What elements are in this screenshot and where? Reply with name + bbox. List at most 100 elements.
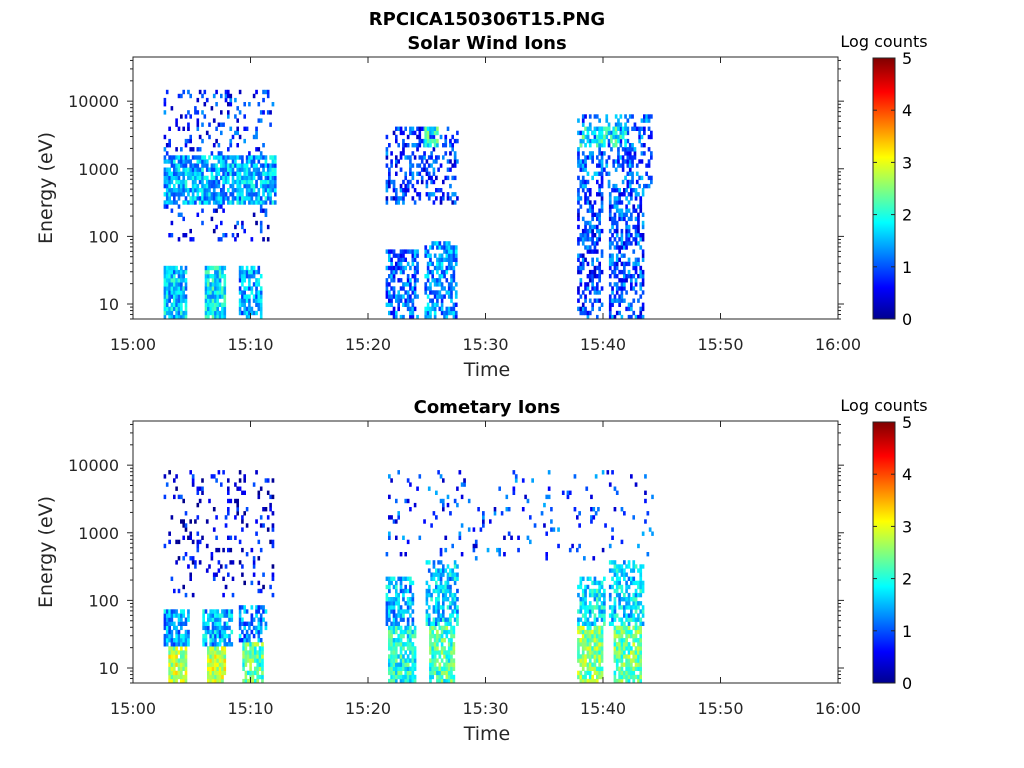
heatmap-cell: [623, 560, 626, 565]
heatmap-cell: [209, 282, 212, 287]
heatmap-cell: [243, 490, 246, 495]
heatmap-cell: [187, 122, 190, 127]
heatmap-cell: [433, 290, 437, 295]
heatmap-cell: [221, 674, 224, 680]
heatmap-cell: [184, 670, 188, 676]
heatmap-cell: [625, 572, 628, 577]
heatmap-cell: [628, 147, 632, 152]
heatmap-cell: [641, 237, 645, 242]
heatmap-cell: [406, 670, 410, 676]
heatmap-cell: [170, 220, 174, 226]
heatmap-cell: [175, 122, 178, 127]
heatmap-cell: [209, 265, 212, 271]
heatmap-cell: [191, 147, 195, 152]
heatmap-cell: [392, 658, 396, 663]
heatmap-cell: [424, 282, 428, 287]
heatmap-cell: [647, 163, 651, 168]
heatmap-cell: [243, 302, 246, 307]
heatmap-cell: [238, 486, 242, 491]
heatmap-cell: [230, 617, 234, 622]
heatmap-cell: [187, 629, 190, 635]
heatmap-cell: [404, 678, 407, 684]
heatmap-cell: [641, 257, 645, 262]
heatmap-cell: [238, 617, 242, 622]
heatmap-cell: [189, 159, 192, 164]
heatmap-cell: [264, 163, 268, 168]
heatmap-cell: [581, 588, 585, 594]
heatmap-cell: [402, 147, 405, 152]
heatmap-cell: [251, 646, 255, 651]
heatmap-cell: [165, 183, 169, 189]
heatmap-cell: [413, 155, 417, 160]
heatmap-cell: [385, 584, 389, 590]
heatmap-cell: [437, 470, 440, 475]
heatmap-cell: [214, 625, 217, 631]
heatmap-cell: [209, 646, 212, 651]
heatmap-cell: [431, 290, 434, 295]
heatmap-cell: [257, 200, 261, 205]
heatmap-cell: [650, 114, 653, 119]
heatmap-cell: [628, 114, 632, 119]
heatmap-cell: [409, 507, 412, 512]
heatmap-cell: [255, 183, 258, 189]
heatmap-cell: [399, 253, 403, 258]
y-axis-label: Energy (eV): [35, 496, 57, 608]
heatmap-cell: [600, 175, 604, 181]
heatmap-cell: [220, 159, 223, 164]
heatmap-cell: [639, 601, 643, 606]
heatmap-cell: [588, 609, 592, 614]
heatmap-cell: [445, 666, 449, 671]
heatmap-cell: [440, 274, 444, 279]
heatmap-cell: [416, 134, 419, 140]
heatmap-cell: [168, 155, 171, 160]
heatmap-cell: [227, 171, 230, 176]
heatmap-cell: [266, 188, 270, 193]
heatmap-cell: [243, 580, 246, 586]
colorbar-tick-label: 5: [902, 413, 912, 432]
heatmap-cell: [426, 302, 430, 307]
heatmap-cell: [406, 298, 410, 303]
heatmap-cell: [413, 666, 417, 671]
heatmap-cell: [175, 265, 178, 271]
heatmap-cell: [187, 200, 190, 205]
heatmap-cell: [623, 278, 626, 283]
heatmap-cell: [596, 678, 599, 684]
heatmap-cell: [243, 310, 246, 316]
y-tick-label: 1000: [78, 160, 119, 179]
heatmap-cell: [165, 482, 169, 487]
heatmap-cell: [202, 621, 205, 626]
heatmap-cell: [182, 498, 185, 504]
heatmap-cell: [241, 179, 244, 185]
heatmap-cell: [429, 245, 432, 250]
heatmap-cell: [586, 261, 590, 267]
heatmap-cell: [252, 560, 256, 565]
heatmap-cell: [579, 310, 583, 316]
heatmap-cell: [586, 617, 590, 622]
heatmap-cell: [388, 662, 391, 667]
heatmap-cell: [566, 494, 570, 500]
heatmap-cell: [450, 678, 453, 684]
heatmap-cell: [406, 588, 410, 594]
heatmap-cell: [598, 237, 601, 242]
heatmap-cell: [593, 666, 597, 671]
heatmap-cell: [399, 126, 403, 131]
heatmap-cell: [220, 151, 223, 156]
heatmap-cell: [627, 646, 631, 651]
heatmap-cell: [584, 298, 587, 303]
heatmap-cell: [257, 278, 261, 283]
heatmap-cell: [202, 609, 205, 614]
heatmap-cell: [184, 633, 188, 639]
heatmap-cell: [641, 282, 645, 287]
heatmap-cell: [203, 183, 207, 189]
heatmap-cell: [211, 306, 215, 312]
heatmap-cell: [618, 212, 621, 217]
heatmap-cell: [182, 167, 185, 172]
heatmap-cell: [227, 147, 230, 152]
heatmap-cell: [229, 560, 233, 565]
heatmap-cell: [440, 269, 444, 275]
colorbar-tick-label: 3: [902, 517, 912, 536]
heatmap-cell: [271, 188, 275, 193]
heatmap-cell: [184, 678, 188, 684]
heatmap-cell: [411, 183, 415, 189]
heatmap-cell: [632, 274, 636, 279]
